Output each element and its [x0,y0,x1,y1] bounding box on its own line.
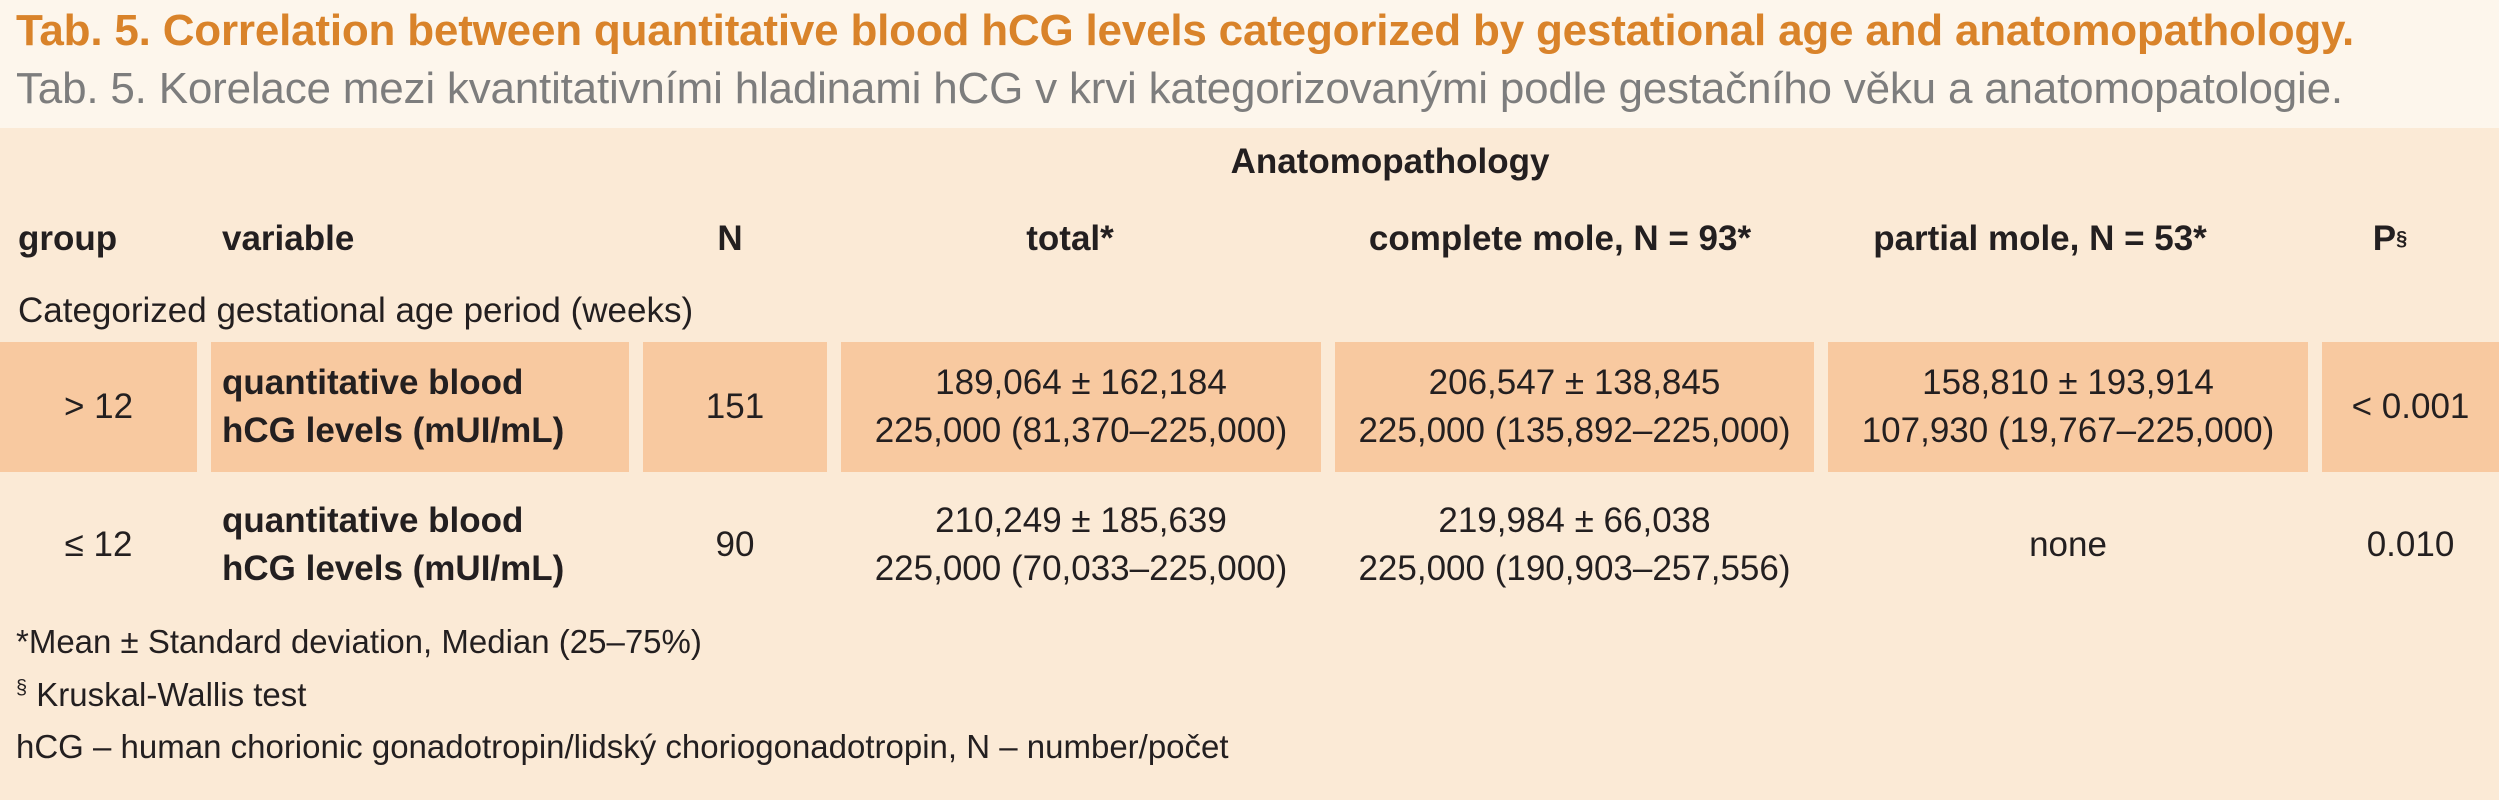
row1-p-value: < 0.001 [2351,387,2470,426]
header-partial-mole: partial mole, N = 53* [1873,219,2207,258]
section-label: Categorized gestational age period (week… [18,291,694,330]
row2-total-line2: 225,000 (70,033–225,000) [874,549,1288,588]
header-complete-mole: complete mole, N = 93* [1368,219,1752,258]
column-separator [1321,342,1335,472]
row1-partial-mole: 158,810 ± 193,914 107,930 (19,767–225,00… [1828,342,2308,472]
row1-total-line1: 189,064 ± 162,184 [935,363,1227,402]
row1-variable: quantitative blood hCG levels (mUI/mL) [222,342,622,472]
row1-variable-line2: hCG levels (mUI/mL) [222,411,565,450]
footnote-abbreviations: hCG – human chorionic gonadotropin/lidsk… [16,728,1229,765]
row1-complete-line1: 206,547 ± 138,845 [1428,363,1721,402]
row2-partial-mole: none [1828,480,2308,610]
row2-variable-line2: hCG levels (mUI/mL) [222,549,565,588]
row2-variable: quantitative blood hCG levels (mUI/mL) [222,480,622,610]
row1-n: 151 [705,387,765,426]
row1-complete-mole: 206,547 ± 138,845 225,000 (135,892–225,0… [1335,342,1814,472]
header-n: N [717,219,743,258]
footnote-sup: § [16,677,28,699]
header-group: group [18,219,118,258]
row2-total-line1: 210,249 ± 185,639 [935,501,1227,540]
table-title-en: Tab. 5. Correlation between quantitative… [16,6,2355,55]
row2-complete-line1: 219,984 ± 66,038 [1438,501,1711,540]
row2-partial-line1: none [2029,525,2107,564]
row1-variable-line1: quantitative blood [222,363,524,402]
row2-variable-line1: quantitative blood [222,501,524,540]
highlight-row-band [0,342,2499,472]
row2-total: 210,249 ± 185,639 225,000 (70,033–225,00… [841,480,1321,610]
header-p-sup: § [2396,227,2408,250]
footnote-kruskal-wallis: § Kruskal-Wallis test [16,676,306,714]
row2-group: ≤ 12 [64,525,133,564]
row1-group: > 12 [63,387,134,426]
header-p: P § [2300,214,2480,264]
row2-p-value: 0.010 [2366,525,2455,564]
column-separator [827,342,841,472]
column-separator [1814,342,1828,472]
row1-complete-line2: 225,000 (135,892–225,000) [1358,411,1791,450]
row1-partial-line2: 107,930 (19,767–225,000) [1861,411,2275,450]
column-separator [629,342,643,472]
row2-n: 90 [715,525,755,564]
super-header-anatomopathology: Anatomopathology [1230,142,1550,181]
data-table: Anatomopathology group variable N total*… [0,128,2499,800]
row2-complete-mole: 219,984 ± 66,038 225,000 (190,903–257,55… [1335,480,1814,610]
header-variable: variable [222,219,355,258]
table-title-cz: Tab. 5. Korelace mezi kvantitativními hl… [16,64,2343,113]
footnote-mean-sd: *Mean ± Standard deviation, Median (25–7… [16,623,702,660]
column-separator [2308,342,2322,472]
row1-total: 189,064 ± 162,184 225,000 (81,370–225,00… [841,342,1321,472]
row1-total-line2: 225,000 (81,370–225,000) [874,411,1288,450]
row1-partial-line1: 158,810 ± 193,914 [1922,363,2214,402]
header-total: total* [1026,219,1114,258]
footnote-kruskal-text: Kruskal-Wallis test [27,676,307,713]
row2-complete-line2: 225,000 (190,903–257,556) [1358,549,1791,588]
header-p-label: P [2372,219,2397,258]
column-separator [197,342,211,472]
